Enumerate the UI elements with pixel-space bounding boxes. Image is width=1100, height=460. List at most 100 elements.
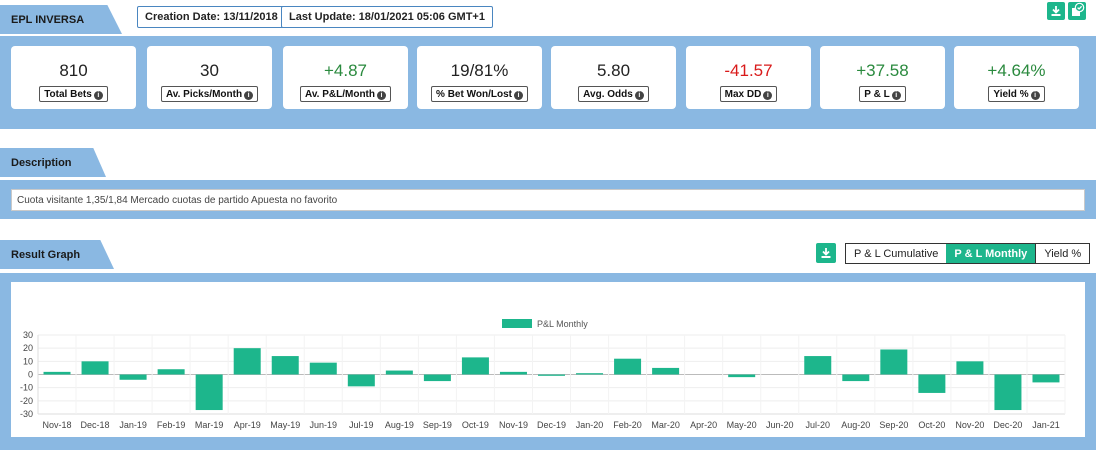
- x-tick-label: Nov-20: [955, 420, 984, 430]
- stat-label[interactable]: Av. P&L/Month i: [300, 86, 391, 102]
- bar: [43, 371, 71, 375]
- bar: [271, 356, 299, 375]
- toggle-pl-cumulative[interactable]: P & L Cumulative: [854, 248, 939, 260]
- info-icon[interactable]: i: [763, 91, 773, 100]
- stat-card: -41.57 Max DD i: [686, 46, 811, 109]
- bar: [1032, 374, 1060, 383]
- download-icon: [821, 248, 831, 258]
- bar: [119, 374, 147, 380]
- x-tick-label: Sep-20: [879, 420, 908, 430]
- bar: [918, 374, 946, 393]
- info-icon[interactable]: i: [377, 91, 386, 100]
- strategy-title: EPL INVERSA: [11, 14, 85, 26]
- stat-label[interactable]: Total Bets i: [39, 86, 108, 102]
- stat-value: 30: [200, 61, 219, 80]
- stat-label[interactable]: Yield % i: [988, 86, 1045, 102]
- bar: [614, 358, 642, 375]
- bar: [195, 374, 223, 411]
- x-tick-label: Jan-19: [119, 420, 147, 430]
- graph-panel: P&L Monthly 30 20 10 0 -10 -20 -30 Nov-18 Dec-18 J…: [0, 273, 1096, 450]
- x-tick-label: Apr-20: [690, 420, 717, 430]
- y-tick-label: 0: [28, 370, 33, 380]
- stat-card: 5.80 Avg. Odds i: [551, 46, 676, 109]
- x-tick-label: Feb-20: [613, 420, 642, 430]
- stat-label-text: Avg. Odds: [583, 89, 633, 100]
- stat-value: +4.87: [323, 61, 367, 80]
- bar: [233, 348, 261, 375]
- description-title: Description: [11, 157, 72, 169]
- x-tick-label: Dec-20: [993, 420, 1022, 430]
- toggle-pl-monthly[interactable]: P & L Monthly: [946, 244, 1036, 263]
- bar: [499, 371, 527, 375]
- x-tick-label: Dec-19: [537, 420, 566, 430]
- pl-monthly-chart: P&L Monthly 30 20 10 0 -10 -20 -30 Nov-18 Dec-18 J…: [20, 319, 1066, 430]
- x-tick-label: Apr-19: [234, 420, 261, 430]
- stat-card: 810 Total Bets i: [11, 46, 136, 109]
- bar: [652, 367, 680, 375]
- legend-swatch: [502, 319, 532, 328]
- info-icon[interactable]: i: [513, 91, 523, 100]
- stat-card: 30 Av. Picks/Month i: [147, 46, 272, 109]
- stat-value: +4.64%: [987, 61, 1046, 80]
- info-icon[interactable]: i: [93, 91, 103, 100]
- stat-card: +4.64% Yield % i: [954, 46, 1079, 109]
- stat-label-text: % Bet Won/Lost: [436, 89, 512, 100]
- info-icon[interactable]: i: [634, 91, 644, 100]
- bar: [994, 374, 1022, 411]
- y-tick-label: 20: [23, 343, 33, 353]
- notify-button[interactable]: [1068, 2, 1086, 20]
- stat-label-text: P & L: [864, 89, 890, 100]
- x-tick-label: May-20: [727, 420, 757, 430]
- bar: [956, 361, 984, 375]
- stat-label[interactable]: Max DD i: [719, 86, 778, 102]
- x-tick-label: Nov-19: [499, 420, 528, 430]
- stat-value: 5.80: [596, 61, 631, 80]
- info-icon[interactable]: i: [1030, 91, 1040, 100]
- stats-panel: 810 Total Bets i 30 Av. Picks/Month i +4.87 Av.…: [0, 36, 1096, 129]
- bar: [81, 361, 109, 375]
- stat-label-text: Yield %: [993, 89, 1029, 100]
- x-tick-label: Feb-19: [157, 420, 186, 430]
- graph-download-button[interactable]: [816, 243, 836, 263]
- x-tick-label: Jul-19: [349, 420, 374, 430]
- description-tab: Description: [0, 148, 106, 177]
- info-icon[interactable]: i: [891, 91, 901, 100]
- x-tick-label: Jun-20: [766, 420, 794, 430]
- y-tick-label: -30: [20, 409, 33, 419]
- y-tick-label: 10: [23, 356, 33, 366]
- stat-label[interactable]: Avg. Odds i: [578, 86, 649, 102]
- description-text: Cuota visitante 1,35/1,84 Mercado cuotas…: [11, 189, 1085, 211]
- stat-label[interactable]: Av. Picks/Month i: [160, 86, 259, 102]
- creation-date-badge: Creation Date: 13/11/2018: [137, 6, 286, 28]
- x-tick-label: Aug-19: [385, 420, 414, 430]
- graph-mode-toggle: P & L Cumulative P & L Monthly Yield %: [845, 243, 1091, 264]
- info-icon[interactable]: i: [244, 91, 254, 100]
- legend-label: P&L Monthly: [537, 319, 588, 329]
- y-tick-label: -10: [20, 383, 33, 393]
- stat-card: +4.87 Av. P&L/Month i: [283, 46, 408, 109]
- x-tick-label: Nov-18: [43, 420, 72, 430]
- x-tick-label: Aug-20: [841, 420, 870, 430]
- bar: [842, 374, 870, 382]
- toggle-yield[interactable]: Yield %: [1035, 244, 1089, 263]
- bar: [804, 356, 832, 375]
- x-tick-label: Mar-20: [651, 420, 680, 430]
- last-update-badge: Last Update: 18/01/2021 05:06 GMT+1: [281, 6, 493, 28]
- download-icon: [1051, 6, 1061, 16]
- bar: [576, 373, 604, 375]
- x-tick-label: Dec-18: [81, 420, 110, 430]
- x-tick-label: Jun-19: [310, 420, 338, 430]
- download-button[interactable]: [1047, 2, 1065, 20]
- bar: [728, 374, 756, 378]
- stat-value: -41.57: [724, 61, 773, 80]
- bell-check-icon: [1072, 2, 1085, 16]
- chart-area: P&L Monthly 30 20 10 0 -10 -20 -30 Nov-18 Dec-18 J…: [11, 282, 1085, 437]
- stat-value: 19/81%: [450, 61, 509, 80]
- stat-label-text: Max DD: [724, 89, 762, 100]
- bar: [880, 349, 908, 375]
- stat-label[interactable]: % Bet Won/Lost i: [431, 86, 528, 102]
- stat-label-text: Total Bets: [44, 89, 92, 100]
- stat-label-text: Av. Picks/Month: [165, 89, 243, 100]
